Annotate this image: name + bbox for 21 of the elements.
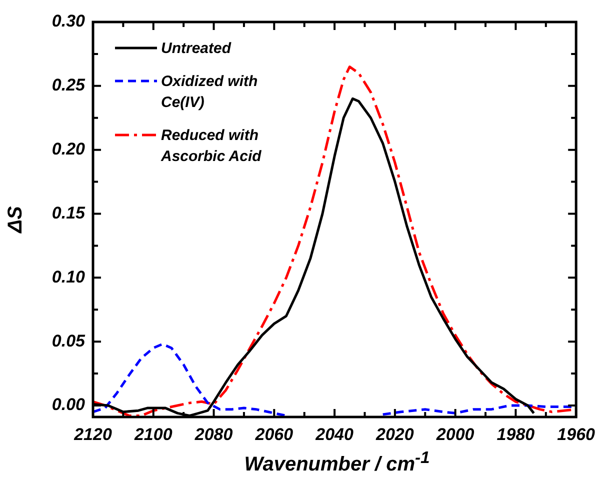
x-tick-label: 1960 <box>557 424 596 444</box>
y-axis-title: ΔS <box>4 205 27 234</box>
y-tick-label: 0.00 <box>52 395 86 414</box>
y-tick-label: 0.05 <box>52 331 86 350</box>
x-axis-title: Wavenumber / cm$^{-1}$ <box>243 448 431 477</box>
y-tick-label: 0.20 <box>52 140 86 159</box>
x-tick-label: 2080 <box>194 424 234 444</box>
legend-label: Untreated <box>161 39 232 59</box>
y-tick-label: 0.10 <box>52 267 86 286</box>
x-tick-label: 2100 <box>133 424 173 444</box>
x-tick-label: 1980 <box>496 424 536 444</box>
legend-label: Oxidized with Ce(IV) <box>161 72 259 113</box>
x-tick-label: 2060 <box>254 424 294 444</box>
y-tick-label: 0.15 <box>52 203 86 222</box>
x-tick-label: 2020 <box>375 424 414 444</box>
x-tick-label: 2040 <box>314 424 354 444</box>
y-tick-label: 0.30 <box>52 12 86 31</box>
x-tick-label: 2000 <box>435 424 475 444</box>
y-tick-label: 0.25 <box>52 76 86 95</box>
x-tick-label: 2120 <box>73 424 112 444</box>
legend-label: Reduced with Ascorbic Acid <box>161 126 262 167</box>
